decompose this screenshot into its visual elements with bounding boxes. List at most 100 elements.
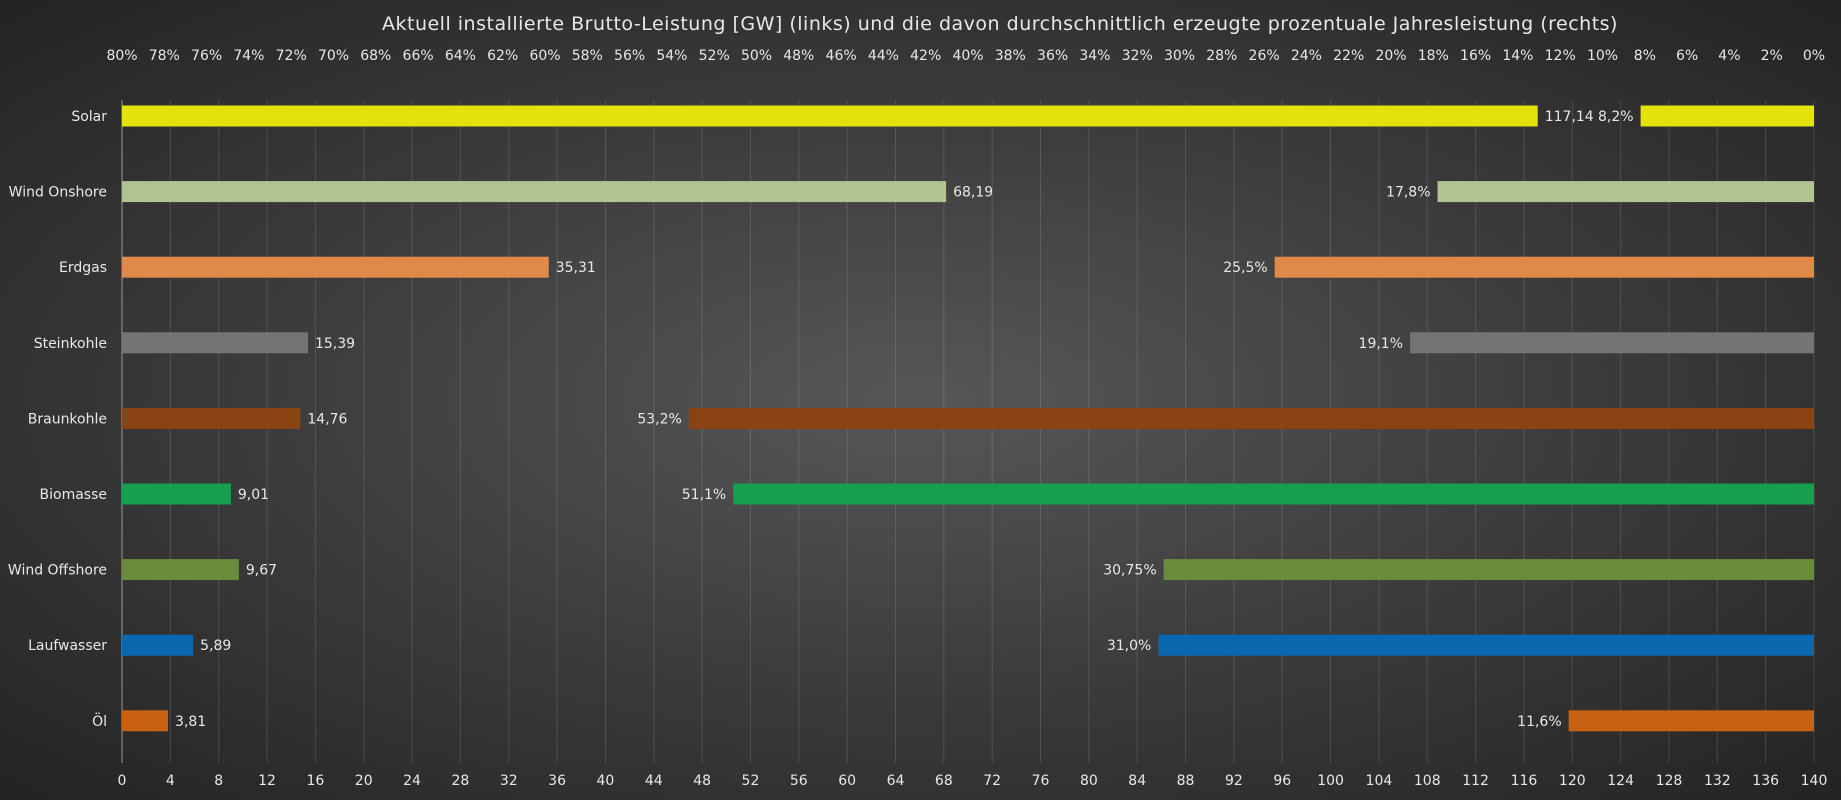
bottom-tick-label: 36 [548, 773, 566, 789]
top-tick-label: 32% [1122, 48, 1153, 64]
bottom-tick-label: 40 [597, 773, 615, 789]
bottom-tick-label: 120 [1559, 773, 1586, 789]
capacity-label: 35,31 [556, 260, 596, 276]
capacity-bar [122, 407, 301, 429]
top-tick-label: 22% [1333, 48, 1364, 64]
capacity-label: 68,19 [953, 185, 993, 201]
bottom-tick-label: 28 [451, 773, 469, 789]
top-tick-label: 62% [487, 48, 518, 64]
top-tick-label: 10% [1587, 48, 1618, 64]
category-label: Solar [71, 109, 107, 125]
top-tick-label: 76% [191, 48, 222, 64]
percent-bar [1158, 634, 1814, 656]
category-label: Erdgas [59, 260, 107, 276]
top-tick-label: 48% [783, 48, 814, 64]
top-tick-label: 2% [1761, 48, 1783, 64]
top-tick-label: 12% [1545, 48, 1576, 64]
percent-label: 51,1% [682, 487, 726, 503]
bottom-tick-label: 96 [1273, 773, 1291, 789]
percent-bar [1568, 710, 1814, 732]
top-tick-label: 40% [952, 48, 983, 64]
top-tick-label: 54% [656, 48, 687, 64]
bottom-tick-label: 136 [1752, 773, 1779, 789]
bottom-tick-label: 60 [838, 773, 856, 789]
bottom-tick-label: 20 [355, 773, 373, 789]
top-tick-label: 46% [826, 48, 857, 64]
bottom-tick-label: 132 [1704, 773, 1731, 789]
top-tick-label: 66% [403, 48, 434, 64]
category-label: Wind Offshore [8, 563, 107, 579]
capacity-bar [122, 181, 947, 203]
top-tick-label: 4% [1718, 48, 1740, 64]
top-tick-label: 44% [868, 48, 899, 64]
bottom-tick-label: 48 [693, 773, 711, 789]
bottom-tick-label: 124 [1607, 773, 1634, 789]
percent-bar [1274, 256, 1814, 278]
top-axis: 80% 78% 76% 74% 72% 70% 68% 66% 64% 62% 60% 58% 56% 5… [106, 48, 1825, 64]
bottom-tick-label: 44 [645, 773, 663, 789]
capacity-label: 9,67 [246, 563, 277, 579]
top-tick-label: 60% [529, 48, 560, 64]
percent-bar [1437, 181, 1814, 203]
category-label: Laufwasser [28, 638, 107, 654]
top-tick-label: 56% [614, 48, 645, 64]
capacity-bar [122, 559, 239, 581]
percent-bar [1163, 559, 1814, 581]
top-tick-label: 6% [1676, 48, 1698, 64]
top-tick-label: 68% [360, 48, 391, 64]
top-tick-label: 58% [572, 48, 603, 64]
bottom-tick-label: 4 [166, 773, 175, 789]
bottom-axis: 0 4 8 12 16 20 24 28 32 36 40 44 48 52 56 60 64 68 72 76 80 8… [118, 773, 1828, 789]
top-tick-label: 28% [1206, 48, 1237, 64]
bottom-tick-label: 88 [1177, 773, 1195, 789]
top-tick-label: 14% [1502, 48, 1533, 64]
percent-label: 31,0% [1107, 638, 1151, 654]
percent-label: 11,6% [1517, 714, 1561, 730]
percent-label: 30,75% [1103, 563, 1156, 579]
top-tick-label: 50% [741, 48, 772, 64]
top-tick-label: 34% [1079, 48, 1110, 64]
bottom-tick-label: 72 [983, 773, 1001, 789]
percent-bar [1640, 105, 1814, 127]
capacity-bar [122, 710, 169, 732]
percent-bar [688, 407, 1814, 429]
bars: Solar 117,14 8,2% Wind Onshore 68,19 17,8% Erd… [8, 105, 1814, 732]
bottom-tick-label: 12 [258, 773, 276, 789]
top-tick-label: 26% [1249, 48, 1280, 64]
percent-label: 8,2% [1598, 109, 1634, 125]
bottom-tick-label: 84 [1128, 773, 1146, 789]
bottom-tick-label: 64 [887, 773, 905, 789]
percent-label: 17,8% [1386, 185, 1430, 201]
bottom-tick-label: 16 [306, 773, 324, 789]
top-tick-label: 42% [910, 48, 941, 64]
top-tick-label: 24% [1291, 48, 1322, 64]
capacity-bar [122, 634, 194, 656]
percent-label: 19,1% [1359, 336, 1403, 352]
bottom-tick-label: 56 [790, 773, 808, 789]
top-tick-label: 74% [233, 48, 264, 64]
category-label: Braunkohle [28, 411, 107, 427]
capacity-label: 9,01 [238, 487, 269, 503]
top-tick-label: 0% [1803, 48, 1825, 64]
bottom-tick-label: 128 [1656, 773, 1683, 789]
bottom-tick-label: 24 [403, 773, 421, 789]
top-tick-label: 20% [1375, 48, 1406, 64]
bottom-tick-label: 108 [1414, 773, 1441, 789]
top-tick-label: 36% [1037, 48, 1068, 64]
category-label: Biomasse [40, 487, 107, 503]
percent-label: 53,2% [637, 411, 681, 427]
bottom-tick-label: 112 [1462, 773, 1489, 789]
bottom-tick-label: 76 [1032, 773, 1050, 789]
percent-bar [1410, 332, 1814, 354]
capacity-bar [122, 256, 549, 278]
top-tick-label: 80% [106, 48, 137, 64]
bottom-tick-label: 116 [1511, 773, 1538, 789]
top-tick-label: 52% [699, 48, 730, 64]
top-tick-label: 70% [318, 48, 349, 64]
bottom-tick-label: 92 [1225, 773, 1243, 789]
bottom-tick-label: 32 [500, 773, 518, 789]
capacity-label: 15,39 [315, 336, 355, 352]
top-tick-label: 72% [276, 48, 307, 64]
bottom-tick-label: 100 [1317, 773, 1344, 789]
